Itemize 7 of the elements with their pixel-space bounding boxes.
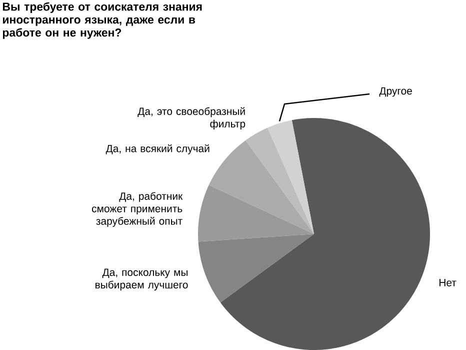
slice-label: Да, на всякий случай [106,144,210,154]
slice-label: Да, работник сможет применить зарубежный опыт [92,192,183,227]
chart-title: Вы требуете от соискателя знания иностранного языка, даже если в работе он не нужен? [2,2,202,39]
slice-label: Да, поскольку мы выбираем лучшего [96,268,188,291]
slice-label: Да, это своеобразный фильтр [138,107,246,130]
slice-label: Нет [440,279,456,286]
slice-label: Другое [379,87,412,97]
